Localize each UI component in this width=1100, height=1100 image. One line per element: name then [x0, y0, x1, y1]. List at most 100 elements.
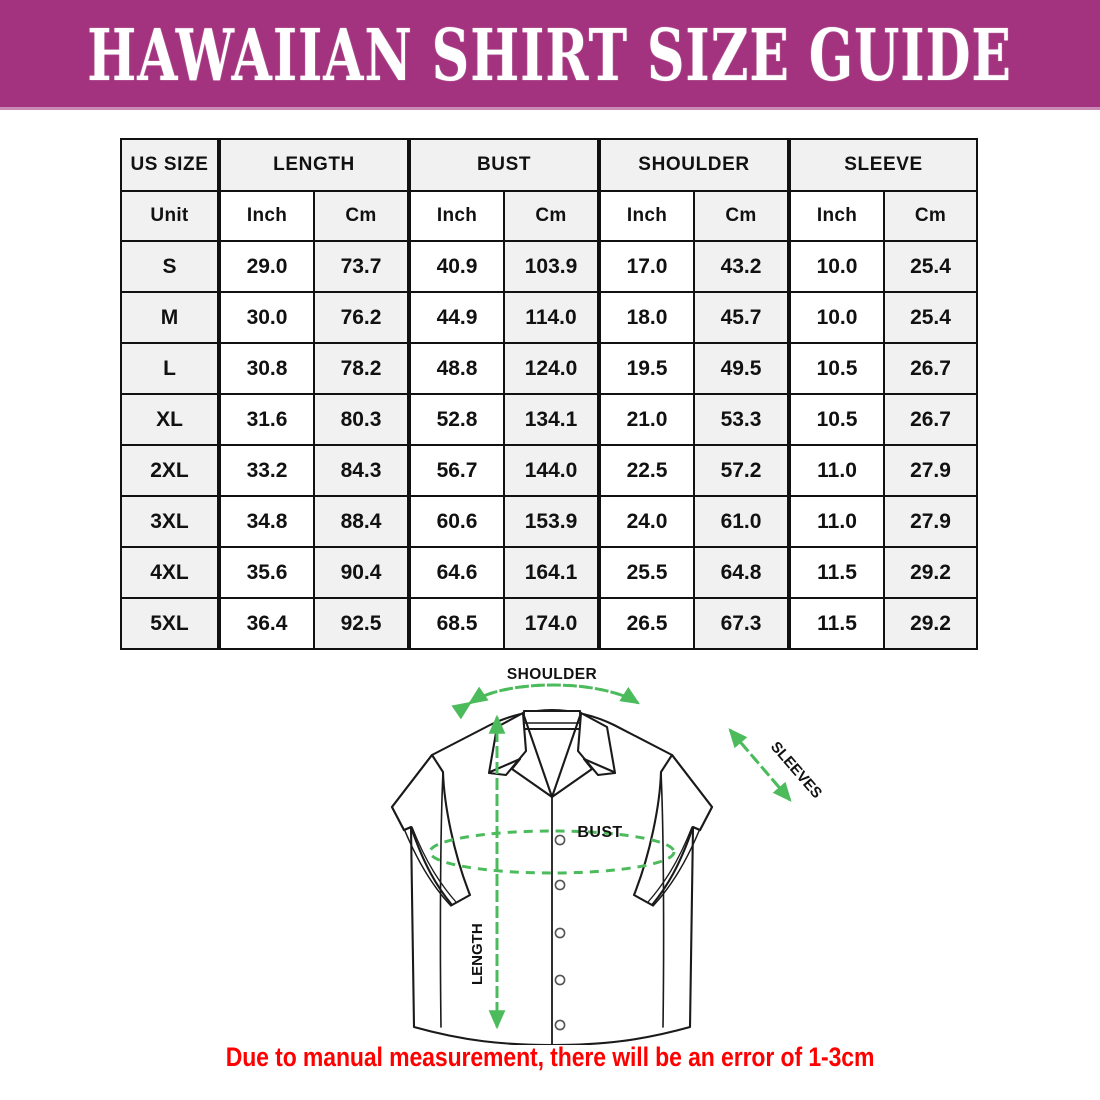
cell-bust-inch: 48.8	[408, 342, 505, 395]
cell-shoulder-cm: 53.3	[692, 393, 792, 446]
banner-underline	[0, 107, 1100, 110]
cell-sleeve-inch: 11.0	[788, 495, 886, 548]
measurement-disclaimer: Due to manual measurement, there will be…	[225, 1041, 875, 1072]
size-chart-table: US SIZE LENGTH BUST SHOULDER SLEEVE Unit…	[120, 138, 979, 650]
cell-size: 3XL	[120, 495, 221, 548]
cell-sleeve-inch: 10.0	[788, 291, 886, 344]
cell-size: XL	[120, 393, 221, 446]
unit-header-length-cm: Cm	[313, 190, 411, 242]
cell-shoulder-inch: 26.5	[598, 597, 695, 650]
cell-shoulder-inch: 17.0	[598, 240, 695, 293]
cell-length-cm: 84.3	[313, 444, 411, 497]
table-row: 4XL 35.6 90.4 64.6 164.1 25.5 64.8 11.5 …	[120, 546, 979, 599]
cell-size: S	[120, 240, 221, 293]
cell-bust-cm: 153.9	[503, 495, 601, 548]
cell-length-inch: 34.8	[218, 495, 315, 548]
cell-sleeve-cm: 27.9	[883, 495, 979, 548]
cell-shoulder-inch: 22.5	[598, 444, 695, 497]
size-table-container: US SIZE LENGTH BUST SHOULDER SLEEVE Unit…	[120, 138, 979, 650]
cell-shoulder-cm: 43.2	[692, 240, 792, 293]
cell-bust-inch: 52.8	[408, 393, 505, 446]
table-row: L 30.8 78.2 48.8 124.0 19.5 49.5 10.5 26…	[120, 342, 979, 395]
unit-header-unit: Unit	[120, 190, 221, 242]
cell-bust-cm: 114.0	[503, 291, 601, 344]
cell-size: 4XL	[120, 546, 221, 599]
cell-sleeve-cm: 29.2	[883, 597, 979, 650]
cell-shoulder-inch: 21.0	[598, 393, 695, 446]
cell-length-cm: 78.2	[313, 342, 411, 395]
table-unit-header-row: Unit Inch Cm Inch Cm Inch Cm Inch Cm	[120, 190, 979, 242]
unit-header-shoulder-cm: Cm	[692, 190, 792, 242]
cell-shoulder-cm: 57.2	[692, 444, 792, 497]
bust-label: BUST	[577, 824, 622, 841]
cell-bust-inch: 60.6	[408, 495, 505, 548]
cell-shoulder-inch: 18.0	[598, 291, 695, 344]
group-header-bust: BUST	[408, 138, 601, 192]
cell-sleeve-inch: 11.5	[788, 597, 886, 650]
cell-length-inch: 29.0	[218, 240, 315, 293]
table-row: 2XL 33.2 84.3 56.7 144.0 22.5 57.2 11.0 …	[120, 444, 979, 497]
cell-bust-cm: 134.1	[503, 393, 601, 446]
group-header-shoulder: SHOULDER	[597, 138, 792, 192]
table-row: 5XL 36.4 92.5 68.5 174.0 26.5 67.3 11.5 …	[120, 597, 979, 650]
shoulder-measure-arrow	[451, 683, 641, 720]
cell-shoulder-inch: 19.5	[598, 342, 695, 395]
cell-bust-cm: 174.0	[503, 597, 601, 650]
shirt-measurement-diagram: SHOULDER SLEEVES BUST LENGTH	[0, 655, 1100, 1045]
cell-length-inch: 30.8	[218, 342, 315, 395]
cell-bust-cm: 103.9	[503, 240, 601, 293]
unit-header-sleeve-cm: Cm	[883, 190, 979, 242]
cell-shoulder-cm: 49.5	[692, 342, 792, 395]
unit-header-length-inch: Inch	[218, 190, 315, 242]
cell-length-cm: 80.3	[313, 393, 411, 446]
cell-shoulder-cm: 67.3	[692, 597, 792, 650]
cell-length-inch: 30.0	[218, 291, 315, 344]
cell-bust-inch: 40.9	[408, 240, 505, 293]
cell-sleeve-cm: 27.9	[883, 444, 979, 497]
cell-bust-inch: 68.5	[408, 597, 505, 650]
cell-bust-inch: 44.9	[408, 291, 505, 344]
cell-sleeve-inch: 10.0	[788, 240, 886, 293]
sleeves-label: SLEEVES	[767, 738, 825, 801]
cell-shoulder-inch: 25.5	[598, 546, 695, 599]
cell-bust-cm: 124.0	[503, 342, 601, 395]
cell-length-cm: 76.2	[313, 291, 411, 344]
cell-length-inch: 31.6	[218, 393, 315, 446]
cell-shoulder-cm: 61.0	[692, 495, 792, 548]
group-header-sleeve: SLEEVE	[788, 138, 979, 192]
cell-size: 2XL	[120, 444, 221, 497]
table-row: S 29.0 73.7 40.9 103.9 17.0 43.2 10.0 25…	[120, 240, 979, 293]
unit-header-shoulder-inch: Inch	[598, 190, 695, 242]
cell-shoulder-cm: 45.7	[692, 291, 792, 344]
cell-bust-inch: 56.7	[408, 444, 505, 497]
page-title: Hawaiian Shirt Size Guide	[87, 12, 1013, 98]
cell-size: 5XL	[120, 597, 221, 650]
page-header-banner: Hawaiian Shirt Size Guide	[0, 0, 1100, 110]
cell-sleeve-cm: 25.4	[883, 240, 979, 293]
cell-sleeve-cm: 26.7	[883, 342, 979, 395]
shoulder-label: SHOULDER	[507, 666, 597, 683]
size-table-body: S 29.0 73.7 40.9 103.9 17.0 43.2 10.0 25…	[120, 240, 979, 650]
cell-size: M	[120, 291, 221, 344]
cell-sleeve-cm: 26.7	[883, 393, 979, 446]
shirt-outline-icon	[390, 708, 714, 1045]
cell-sleeve-inch: 10.5	[788, 342, 886, 395]
cell-bust-cm: 164.1	[503, 546, 601, 599]
cell-sleeve-inch: 11.0	[788, 444, 886, 497]
cell-sleeve-inch: 11.5	[788, 546, 886, 599]
cell-bust-inch: 64.6	[408, 546, 505, 599]
unit-header-sleeve-inch: Inch	[788, 190, 886, 242]
cell-length-inch: 33.2	[218, 444, 315, 497]
cell-length-cm: 90.4	[313, 546, 411, 599]
group-header-us-size: US SIZE	[120, 138, 221, 192]
cell-shoulder-inch: 24.0	[598, 495, 695, 548]
table-group-header-row: US SIZE LENGTH BUST SHOULDER SLEEVE	[120, 138, 979, 192]
length-label: LENGTH	[469, 923, 486, 985]
cell-size: L	[120, 342, 221, 395]
bust-measure-ellipse	[428, 829, 676, 875]
cell-bust-cm: 144.0	[503, 444, 601, 497]
cell-sleeve-cm: 25.4	[883, 291, 979, 344]
cell-sleeve-inch: 10.5	[788, 393, 886, 446]
cell-length-cm: 88.4	[313, 495, 411, 548]
cell-length-inch: 35.6	[218, 546, 315, 599]
